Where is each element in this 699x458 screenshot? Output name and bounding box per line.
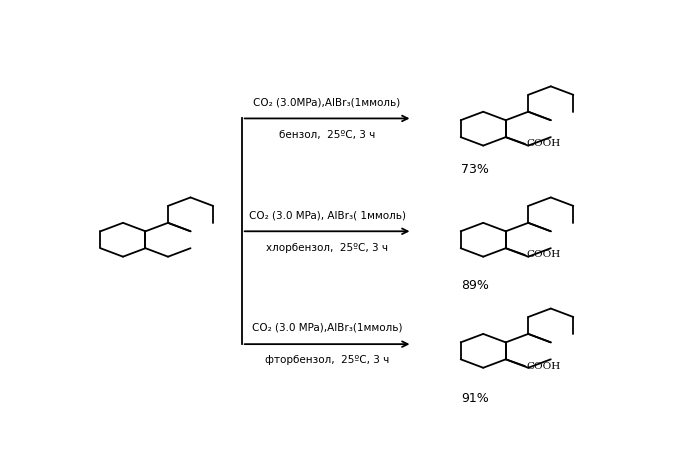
Text: COOH: COOH <box>526 251 560 260</box>
Text: 73%: 73% <box>461 163 489 176</box>
Text: COOH: COOH <box>526 361 560 371</box>
Text: 91%: 91% <box>461 393 489 405</box>
Text: CO₂ (3.0 MPa),AlBr₃(1ммоль): CO₂ (3.0 MPa),AlBr₃(1ммоль) <box>252 323 403 333</box>
Text: CO₂ (3.0MPa),AlBr₃(1ммоль): CO₂ (3.0MPa),AlBr₃(1ммоль) <box>254 97 401 107</box>
Text: хлорбензол,  25ºC, 3 ч: хлорбензол, 25ºC, 3 ч <box>266 243 388 252</box>
Text: COOH: COOH <box>526 139 560 148</box>
Text: CO₂ (3.0 MPa), AlBr₃( 1ммоль): CO₂ (3.0 MPa), AlBr₃( 1ммоль) <box>249 210 405 220</box>
Text: фторбензол,  25ºC, 3 ч: фторбензол, 25ºC, 3 ч <box>265 355 389 365</box>
Text: бензол,  25ºC, 3 ч: бензол, 25ºC, 3 ч <box>279 130 375 140</box>
Text: 89%: 89% <box>461 279 489 293</box>
